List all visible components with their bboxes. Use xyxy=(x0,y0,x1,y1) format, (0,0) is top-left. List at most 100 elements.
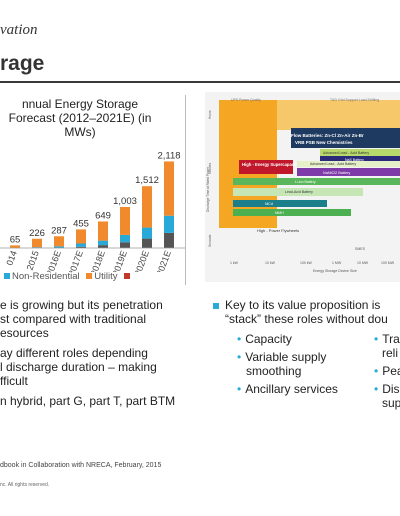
role-item: • Capacity xyxy=(237,332,292,346)
bar-chart: 65 014 226 2015 287 2016E 455 2017E 649 2018E 1,00… xyxy=(0,150,185,272)
y-axis-title: Discharge Time at Rated Power xyxy=(206,166,210,212)
x-tick-label: 2015 xyxy=(25,249,41,271)
role-label: Ancillary services xyxy=(245,382,338,396)
x-tick-label: 014 xyxy=(4,249,19,267)
bar-total-label: 2,118 xyxy=(157,150,180,161)
flow-batteries-label: Flow Batteries: Zn-Cl Zn-Air Zn-Br xyxy=(291,133,364,138)
left-bullet-line: st compared with traditional xyxy=(0,312,147,326)
legend-swatch-nonresidential xyxy=(4,273,10,280)
y-label-seconds: Seconds xyxy=(208,234,212,247)
role-label: Variable supply xyxy=(245,350,327,364)
role-item-cont: reli xyxy=(382,346,399,360)
x-tick-100mw: 100 MW xyxy=(381,261,395,265)
supercapacitors-box xyxy=(239,160,293,174)
role-item: •Pea xyxy=(374,364,400,378)
square-bullet-icon xyxy=(213,302,219,309)
bar-segment xyxy=(120,234,130,243)
x-tick-100kw: 100 kW xyxy=(300,261,313,265)
bar-segment xyxy=(164,161,174,216)
bar-total-label: 455 xyxy=(73,218,89,229)
role-label: Pea xyxy=(382,364,400,378)
adv-lead-acid-label-top: Advanced Lead - Acid Battery xyxy=(323,151,369,155)
nas-battery-box xyxy=(320,156,400,162)
x-axis-title: Energy Storage Device Size xyxy=(313,269,357,273)
left-bullet-line: fficult xyxy=(0,374,28,388)
nas-battery-label: NaS Battery xyxy=(345,158,364,162)
section-subtitle: vation xyxy=(0,22,38,38)
role-item: • Ancillary services xyxy=(237,382,338,396)
dot-bullet-icon: • xyxy=(237,332,242,346)
bar-segment xyxy=(10,245,20,248)
nimh-box xyxy=(233,209,351,216)
bar-segment xyxy=(142,238,152,248)
bar-segment xyxy=(164,215,174,233)
smes-label: SMES xyxy=(355,247,366,251)
x-tick-label: 2021E xyxy=(155,249,173,272)
nimh-label: NiMH xyxy=(275,211,284,215)
dot-bullet-icon: • xyxy=(374,332,379,346)
bar-segment xyxy=(120,207,130,235)
bar-segment xyxy=(54,236,64,247)
x-tick-label: 2016E xyxy=(45,249,63,272)
nicd-label: NiCd xyxy=(265,202,273,206)
header-bar: vation xyxy=(0,0,400,38)
bar-total-label: 287 xyxy=(51,225,67,236)
value-proposition-line-2: “stack” these roles without dou xyxy=(225,312,388,326)
diagram-top-right: T&D Grid Support Load Shifting xyxy=(330,98,379,102)
bar-total-label: 1,003 xyxy=(113,196,137,207)
dot-bullet-icon: • xyxy=(237,382,242,396)
legend-label-utility: Utility xyxy=(94,271,118,282)
supercapacitors-label: High - Energy Supercapacitors xyxy=(242,162,304,167)
nanicl2-box xyxy=(297,168,400,176)
bar-total-label: 65 xyxy=(10,234,21,245)
y-label-hours: Hours xyxy=(208,110,212,119)
bar-segment xyxy=(32,238,42,248)
bar-total-label: 1,512 xyxy=(135,175,159,186)
diagram-top-left: UPS Power Quality xyxy=(231,98,261,102)
left-bullet-line: e is growing but its penetration xyxy=(0,298,163,312)
bar-segment xyxy=(98,221,108,241)
x-tick-label: 2020E xyxy=(133,249,151,272)
left-bullet-line: n hybrid, part G, part T, part BTM xyxy=(0,394,176,408)
x-tick-10kw: 10 kW xyxy=(265,261,276,265)
lead-acid-box xyxy=(233,188,363,196)
legend-swatch-other xyxy=(124,273,131,280)
role-label: Dis xyxy=(382,382,400,396)
x-tick-1mw: 1 MW xyxy=(332,261,342,265)
x-tick-label: 2018E xyxy=(89,249,107,272)
adv-lead-acid-label: Advanced Lead - Acid Battery xyxy=(310,162,356,166)
legend-label-nonresidential: Non-Residential xyxy=(12,271,80,282)
dot-bullet-icon: • xyxy=(374,382,379,396)
chart-legend: Non-Residential Utility xyxy=(0,271,132,282)
chart-title: nnual Energy Storage Forecast (2012–2021… xyxy=(8,97,152,139)
nanicl2-label: NaNiCl2 Battery xyxy=(323,171,350,175)
value-proposition-line: Key to its value proposition is xyxy=(213,298,380,312)
role-item: • Tra xyxy=(374,332,400,346)
intro-text: Key to its value proposition is xyxy=(225,298,381,312)
bar-segment xyxy=(142,186,152,228)
bar-segment xyxy=(120,242,130,248)
flow-chemistries-label: VRB PSB New Chemistries xyxy=(295,140,353,145)
bar-segment xyxy=(76,246,86,248)
adv-lead-acid-box xyxy=(297,161,400,167)
footer-copyright: nc. All rights reserved. xyxy=(0,482,50,488)
role-item-cont: sup xyxy=(382,396,400,410)
bar-segment xyxy=(76,229,86,244)
x-tick-label: 2019E xyxy=(111,249,129,272)
bar-total-label: 226 xyxy=(29,228,45,239)
bar-segment xyxy=(98,240,108,246)
dot-bullet-icon: • xyxy=(374,364,379,378)
left-bullet-line: esources xyxy=(0,326,49,340)
li-ion-box xyxy=(233,178,400,185)
storage-technology-diagram: UPS Power Quality T&D Grid Support Load … xyxy=(205,92,400,282)
column-divider xyxy=(185,95,186,285)
adv-lead-acid-box-top xyxy=(320,149,400,156)
flow-batteries-box xyxy=(291,128,400,148)
bar-segment xyxy=(54,246,64,248)
x-tick-label: 2017E xyxy=(67,249,85,272)
bar-segment xyxy=(142,227,152,239)
bar-segment xyxy=(32,247,42,248)
grid-support-region xyxy=(277,100,400,130)
nicd-box xyxy=(233,200,327,207)
bar-total-label: 649 xyxy=(95,210,111,221)
